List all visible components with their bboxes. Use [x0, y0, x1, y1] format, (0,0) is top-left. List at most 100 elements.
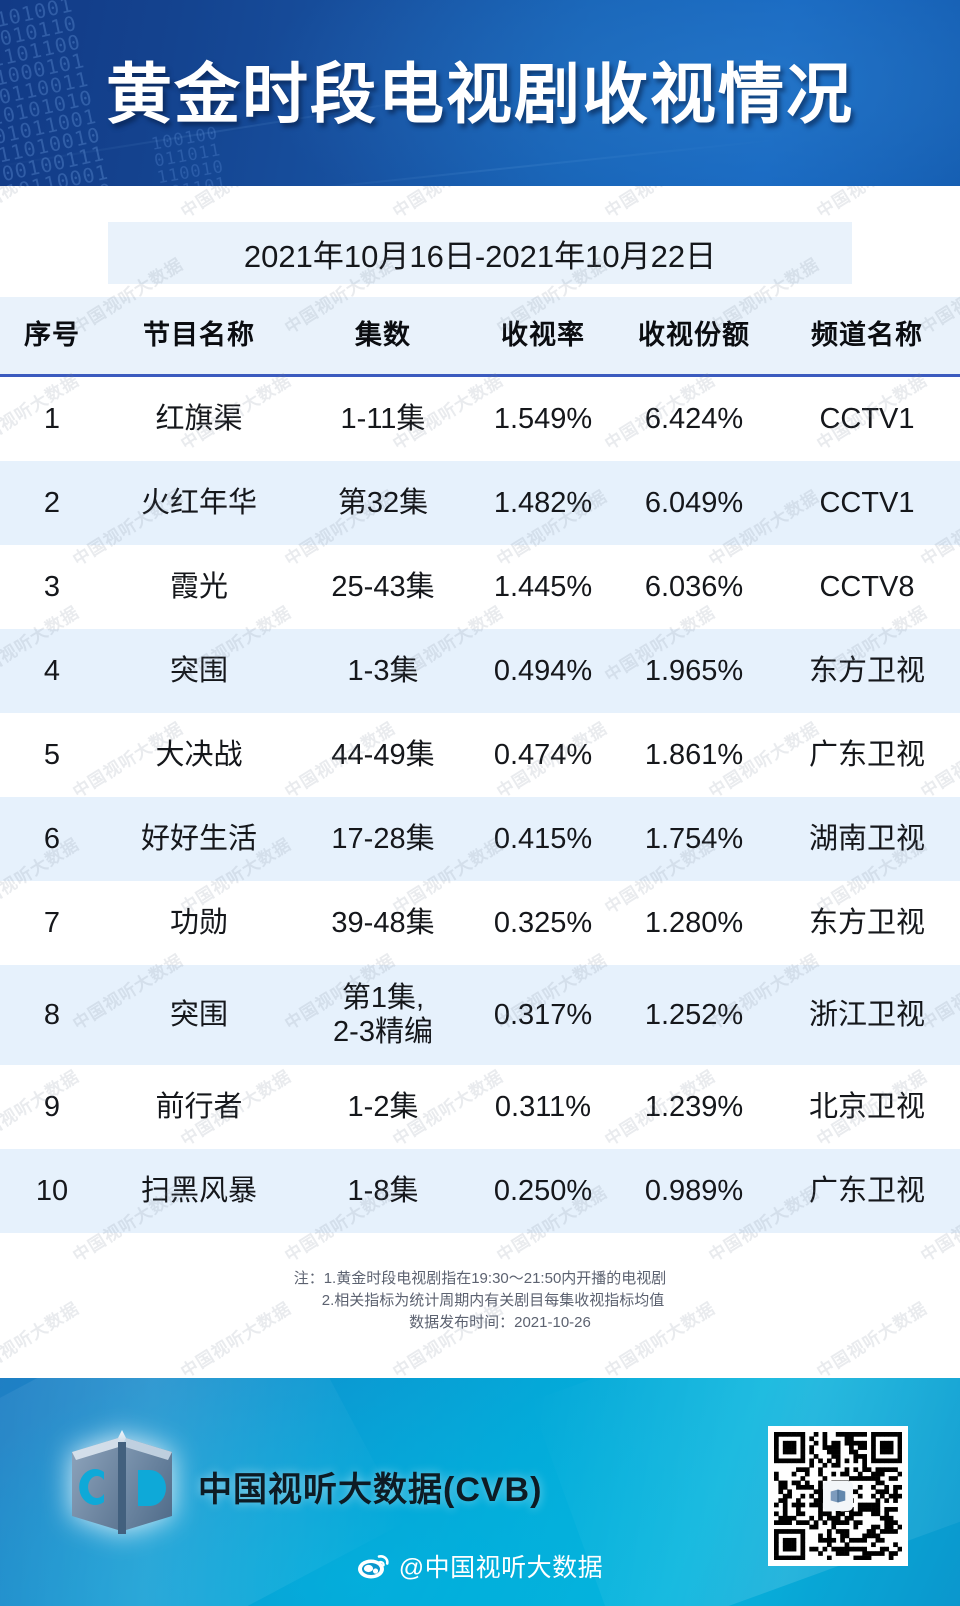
- cell-rank: 10: [35, 1174, 69, 1207]
- cell-share: 6.049%: [644, 486, 744, 519]
- footnote-line-1: 注：1.黄金时段电视剧指在19:30～21:50内开播的电视剧: [293, 1270, 667, 1287]
- cell-share: 1.861%: [644, 738, 744, 771]
- cell-name: 突围: [169, 998, 228, 1031]
- cell-share: 1.965%: [644, 654, 744, 687]
- cell-name: 扫黑风暴: [140, 1174, 257, 1207]
- watermark-text: 中国视听大数据: [599, 186, 719, 222]
- cell-rank: 2: [43, 486, 61, 519]
- cell-channel: 湖南卫视: [808, 822, 925, 855]
- cell-channel: 广东卫视: [808, 738, 925, 771]
- brand-name: 中国视听大数据(CVB): [198, 1471, 543, 1509]
- cell-name: 功勋: [169, 906, 228, 939]
- table-row: 9 前行者 1-2集 0.311% 1.239% 北京卫视: [0, 1065, 960, 1149]
- cell-channel: CCTV1: [819, 402, 915, 435]
- table-row: 1 红旗渠 1-11集 1.549% 6.424% CCTV1: [0, 377, 960, 461]
- cell-channel: 北京卫视: [808, 1090, 925, 1123]
- cell-rank: 5: [43, 738, 61, 771]
- cell-rating: 0.474%: [493, 738, 593, 771]
- qr-code[interactable]: [768, 1426, 908, 1566]
- table-row: 3 霞光 25-43集 1.445% 6.036% CCTV8: [0, 545, 960, 629]
- cell-episodes: 第32集: [337, 486, 429, 519]
- banner-streak-decoration-2: [221, 138, 779, 186]
- cell-name: 霞光: [169, 570, 228, 603]
- table-header-row: 序号 节目名称 集数 收视率 收视份额 频道名称: [0, 297, 960, 377]
- table-row: 10 扫黑风暴 1-8集 0.250% 0.989% 广东卫视: [0, 1149, 960, 1233]
- column-header-rank: 序号: [24, 319, 80, 350]
- cell-rating: 0.317%: [493, 998, 593, 1031]
- cell-episodes: 25-43集: [331, 570, 435, 603]
- cell-rating: 0.250%: [493, 1174, 593, 1207]
- cell-episodes: 44-49集: [331, 738, 435, 771]
- watermark-text: 中国视听大数据: [0, 186, 83, 222]
- cell-episodes-line2: 2-3精编: [333, 1016, 433, 1048]
- watermark-text: 中国视听大数据: [811, 186, 931, 222]
- cell-name: 红旗渠: [155, 402, 243, 435]
- footnote-publish-date: 数据发布时间：2021-10-26: [409, 1314, 591, 1331]
- column-header-channel: 频道名称: [811, 319, 923, 350]
- cell-rating: 1.482%: [493, 486, 593, 519]
- cell-rank: 6: [43, 822, 61, 855]
- watermark-text: 中国视听大数据: [175, 186, 295, 222]
- cell-rank: 7: [43, 906, 61, 939]
- cell-channel: 广东卫视: [808, 1174, 925, 1207]
- cell-rating: 0.415%: [493, 822, 593, 855]
- table-row: 7 功勋 39-48集 0.325% 1.280% 东方卫视: [0, 881, 960, 965]
- cell-rank: 1: [43, 402, 61, 435]
- table-row: 8 突围 第1集, 2-3精编 0.317% 1.252% 浙江卫视: [0, 965, 960, 1065]
- weibo-row[interactable]: @中国视听大数据: [0, 1548, 960, 1584]
- cell-rank: 4: [43, 654, 61, 687]
- column-header-rating: 收视率: [501, 319, 585, 350]
- cell-name: 前行者: [155, 1090, 243, 1123]
- weibo-handle: @中国视听大数据: [398, 1554, 604, 1582]
- cell-share: 1.280%: [644, 906, 744, 939]
- cell-channel: 浙江卫视: [808, 998, 925, 1031]
- header-banner: 00101001 10010110 01101100 11000101 0011…: [0, 0, 960, 186]
- cell-channel: CCTV8: [819, 570, 915, 603]
- cell-episodes-line1: 第1集,: [341, 981, 425, 1014]
- cell-rank: 8: [43, 998, 61, 1031]
- cell-name: 好好生活: [140, 822, 257, 855]
- page-title: 黄金时段电视剧收视情况: [106, 57, 854, 131]
- ratings-table: 序号 节目名称 集数 收视率 收视份额 频道名称 1 红旗渠 1-11集 1.5…: [0, 297, 960, 1233]
- cell-channel: CCTV1: [819, 486, 915, 519]
- cell-share: 6.424%: [644, 402, 744, 435]
- cell-rating: 0.494%: [493, 654, 593, 687]
- table-row: 2 火红年华 第32集 1.482% 6.049% CCTV1: [0, 461, 960, 545]
- table-row: 5 大决战 44-49集 0.474% 1.861% 广东卫视: [0, 713, 960, 797]
- cell-rating: 1.445%: [493, 570, 593, 603]
- cell-rank: 3: [43, 570, 61, 603]
- cell-episodes: 1-2集: [347, 1090, 419, 1123]
- cell-rating: 1.549%: [493, 402, 593, 435]
- cell-episodes: 1-11集: [340, 402, 426, 435]
- qr-code-canvas: [774, 1432, 902, 1560]
- cell-episodes: 第1集, 2-3精编: [294, 981, 472, 1049]
- cell-episodes: 1-8集: [347, 1174, 419, 1207]
- cell-rank: 9: [43, 1090, 61, 1123]
- cell-name: 大决战: [155, 738, 243, 771]
- book-shield-logo: [58, 1418, 186, 1550]
- cell-name: 火红年华: [140, 486, 257, 519]
- qr-center-logo: [823, 1481, 853, 1511]
- cell-name: 突围: [169, 654, 228, 687]
- cell-channel: 东方卫视: [808, 906, 925, 939]
- cell-channel: 东方卫视: [808, 654, 925, 687]
- cell-episodes: 1-3集: [347, 654, 419, 687]
- cell-rating: 0.325%: [493, 906, 593, 939]
- date-range-label: 2021年10月16日-2021年10月22日: [243, 238, 717, 274]
- table-row: 4 突围 1-3集 0.494% 1.965% 东方卫视: [0, 629, 960, 713]
- cell-share: 0.989%: [644, 1174, 744, 1207]
- table-row: 6 好好生活 17-28集 0.415% 1.754% 湖南卫视: [0, 797, 960, 881]
- cell-share: 1.754%: [644, 822, 744, 855]
- watermark-text: 中国视听大数据: [387, 186, 507, 222]
- cell-episodes: 17-28集: [331, 822, 435, 855]
- column-header-share: 收视份额: [638, 319, 750, 350]
- footnotes: 注：1.黄金时段电视剧指在19:30～21:50内开播的电视剧 2.相关指标为统…: [0, 1268, 960, 1334]
- date-range-band: 2021年10月16日-2021年10月22日: [108, 222, 852, 284]
- cell-share: 6.036%: [644, 570, 744, 603]
- cell-rating: 0.311%: [494, 1090, 592, 1123]
- cell-share: 1.252%: [644, 998, 744, 1031]
- footnote-line-2: 2.相关指标为统计周期内有关剧目每集收视指标均值: [321, 1292, 665, 1309]
- cell-share: 1.239%: [644, 1090, 744, 1123]
- column-header-episodes: 集数: [355, 319, 411, 350]
